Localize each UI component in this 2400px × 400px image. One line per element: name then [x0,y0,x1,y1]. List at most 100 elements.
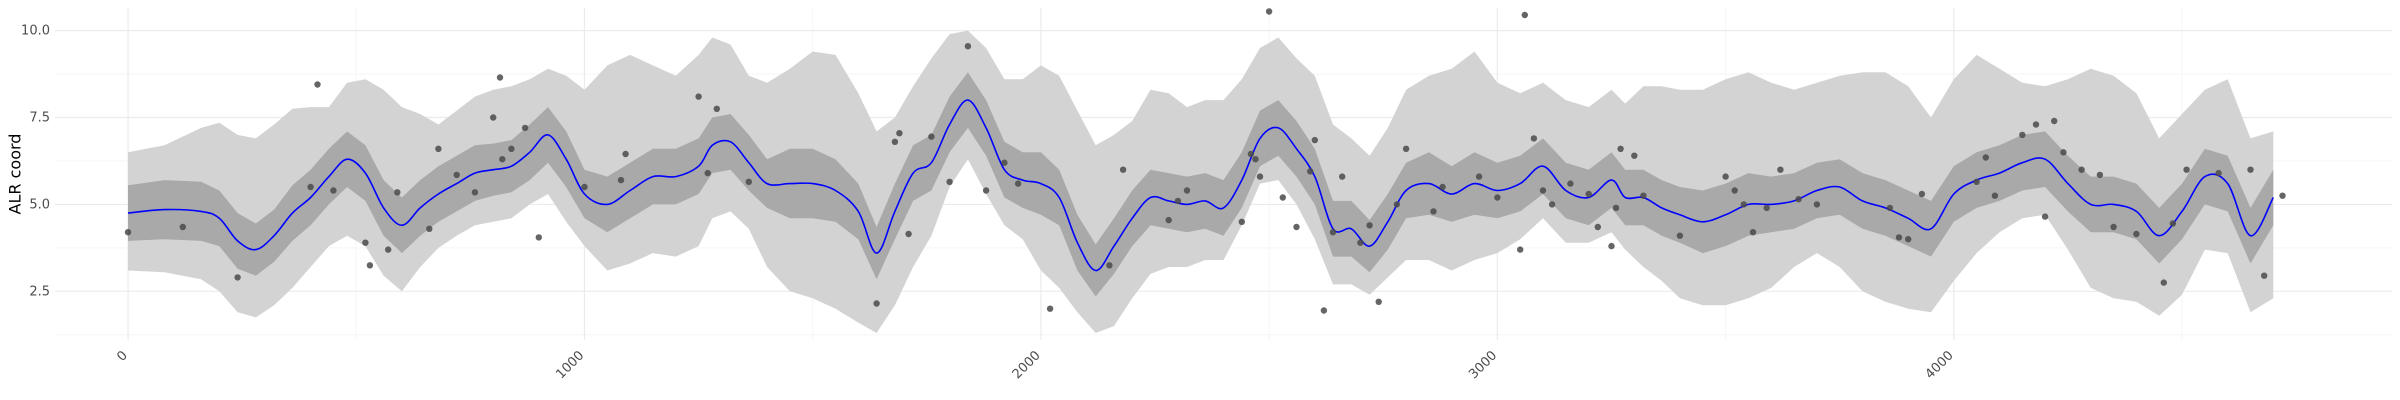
data-point [1183,187,1191,194]
data-point [1982,154,1990,161]
x-tick-label: 2000 [1010,348,1044,382]
data-point [1252,156,1259,163]
data-point [1517,246,1524,253]
data-point [2183,166,2190,173]
data-point [1539,187,1547,194]
data-point [1119,166,1127,173]
data-point [1106,262,1113,269]
data-point [1763,204,1770,212]
data-point [490,114,497,121]
data-point [124,229,132,236]
data-point [2032,121,2040,128]
data-point [1612,204,1620,212]
data-point [1238,218,1246,225]
data-point [1608,242,1615,250]
x-tick-label: 3000 [1466,348,1500,382]
data-point [928,133,935,140]
data-point [496,74,504,81]
data-point [1617,145,1624,152]
data-point [508,145,515,152]
data-point [745,178,752,185]
y-tick-label: 2.5 [29,284,50,299]
data-point [1918,190,1926,198]
data-point [905,230,912,238]
data-point [622,150,629,158]
data-point [1475,173,1483,180]
data-point [1402,145,1410,152]
data-point [435,145,442,152]
data-point [535,234,542,241]
data-point [1311,136,1319,144]
data-point [2041,213,2049,220]
data-point [1676,232,1684,239]
mean-line [127,99,2275,272]
data-point [1247,150,1255,158]
data-point [1521,11,1529,19]
data-point [1594,223,1602,231]
data-point [1339,173,1346,180]
data-point [982,187,990,194]
data-point [179,223,186,231]
data-point [234,274,241,281]
data-point [1813,201,1821,208]
y-axis-title: ALR coord [6,134,25,215]
data-point [426,225,433,232]
data-point [704,169,711,177]
data-point [1494,194,1501,201]
data-point [314,81,321,88]
x-axis-ticks: 0 1000 2000 3000 4000 [114,348,1956,382]
data-point [695,93,702,100]
data-point [1631,152,1638,159]
y-tick-label: 5.0 [29,197,50,212]
data-point [946,178,953,185]
data-point [1640,192,1647,199]
data-point [499,156,506,163]
data-point [2279,192,2286,199]
data-point [1320,307,1328,314]
data-point [1749,229,1757,236]
data-point [617,176,625,184]
data-point [307,183,314,191]
data-point [1777,166,1784,173]
y-axis-ticks: 2.5 5.0 7.5 10.0 [21,24,50,300]
data-point [2247,166,2254,173]
data-point [1174,197,1182,205]
data-point [1567,180,1574,187]
y-tick-label: 7.5 [29,111,50,126]
y-tick-label: 10.0 [21,24,50,39]
data-point [1329,229,1337,236]
data-point [1001,159,1008,166]
data-point [1895,234,1903,241]
mean-line-layer [127,99,2275,272]
data-point [2215,169,2222,177]
data-point [1265,8,1273,15]
data-point [1393,201,1401,208]
data-point [2019,131,2026,139]
data-point [2133,230,2140,238]
data-point [1046,305,1054,312]
data-point [385,246,392,253]
x-tick-label: 4000 [1923,348,1957,382]
data-point [873,300,880,307]
data-point [1991,192,1999,199]
data-point [330,187,337,194]
data-point [1014,180,1022,187]
data-point [366,262,374,269]
data-point [1165,216,1172,224]
data-point [1256,173,1264,180]
data-point [896,130,903,137]
x-tick-label: 0 [114,348,130,364]
data-point [1279,194,1287,201]
data-point [2110,223,2117,231]
data-point [1722,173,1729,180]
data-point [394,189,401,196]
data-point [581,183,588,191]
data-point [2160,279,2167,286]
x-tick-label: 1000 [553,348,587,382]
data-point [1905,236,1912,243]
data-point [453,171,460,179]
data-point [2060,149,2067,156]
data-point [713,105,720,113]
data-point [1293,223,1300,231]
